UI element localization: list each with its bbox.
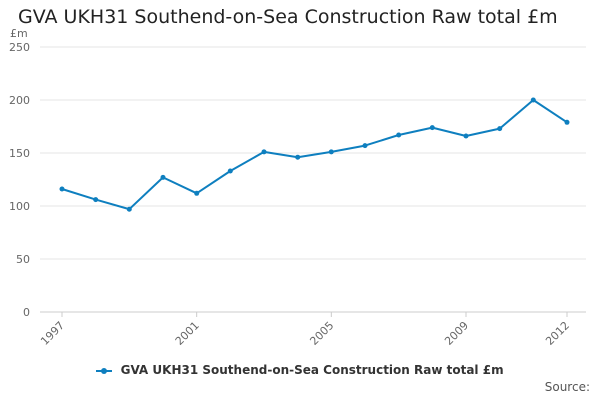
- x-tick-label-2012: 2012: [543, 319, 572, 348]
- x-tick-label-2005: 2005: [307, 319, 336, 348]
- data-point-2011: [530, 97, 536, 103]
- x-tick-label-1997: 1997: [38, 319, 67, 348]
- grid-lines: [40, 46, 586, 260]
- chart-title: GVA UKH31 Southend-on-Sea Construction R…: [18, 6, 558, 28]
- y-axis: 0 50 100 150 200 250: [9, 41, 30, 319]
- data-point-2000: [160, 174, 166, 180]
- y-unit-label: £m: [10, 27, 28, 40]
- y-tick-label-200: 200: [9, 94, 30, 107]
- y-tick-label-150: 150: [9, 147, 30, 160]
- y-tick-label-0: 0: [23, 306, 30, 319]
- legend-swatch: [96, 366, 113, 376]
- y-tick-label-50: 50: [16, 253, 30, 266]
- source-label: Source:: [544, 380, 590, 394]
- x-tick-label-2009: 2009: [442, 319, 471, 348]
- x-axis: [40, 311, 586, 317]
- legend-label: GVA UKH31 Southend-on-Sea Construction R…: [120, 363, 504, 377]
- data-point-2004: [295, 154, 301, 160]
- data-point-2008: [429, 125, 435, 131]
- legend: GVA UKH31 Southend-on-Sea Construction R…: [0, 363, 600, 377]
- y-tick-label-250: 250: [9, 41, 30, 54]
- data-point-1998: [93, 197, 99, 203]
- data-point-2012: [564, 119, 570, 125]
- data-point-2001: [194, 190, 200, 196]
- data-point-2007: [396, 132, 402, 138]
- y-tick-label-100: 100: [9, 200, 30, 213]
- x-tick-labels: 1997 2001 2005 2009 2012: [38, 319, 572, 348]
- data-point-2005: [328, 149, 334, 155]
- series-line-0: [61, 99, 568, 211]
- data-point-2003: [261, 149, 267, 155]
- x-tick-label-2001: 2001: [173, 319, 202, 348]
- data-point-2006: [362, 143, 368, 149]
- data-point-2002: [227, 168, 233, 174]
- data-point-1997: [59, 186, 65, 192]
- series-group: [59, 97, 570, 212]
- data-point-1999: [126, 206, 132, 212]
- data-point-2009: [463, 133, 469, 139]
- data-point-2010: [497, 126, 503, 132]
